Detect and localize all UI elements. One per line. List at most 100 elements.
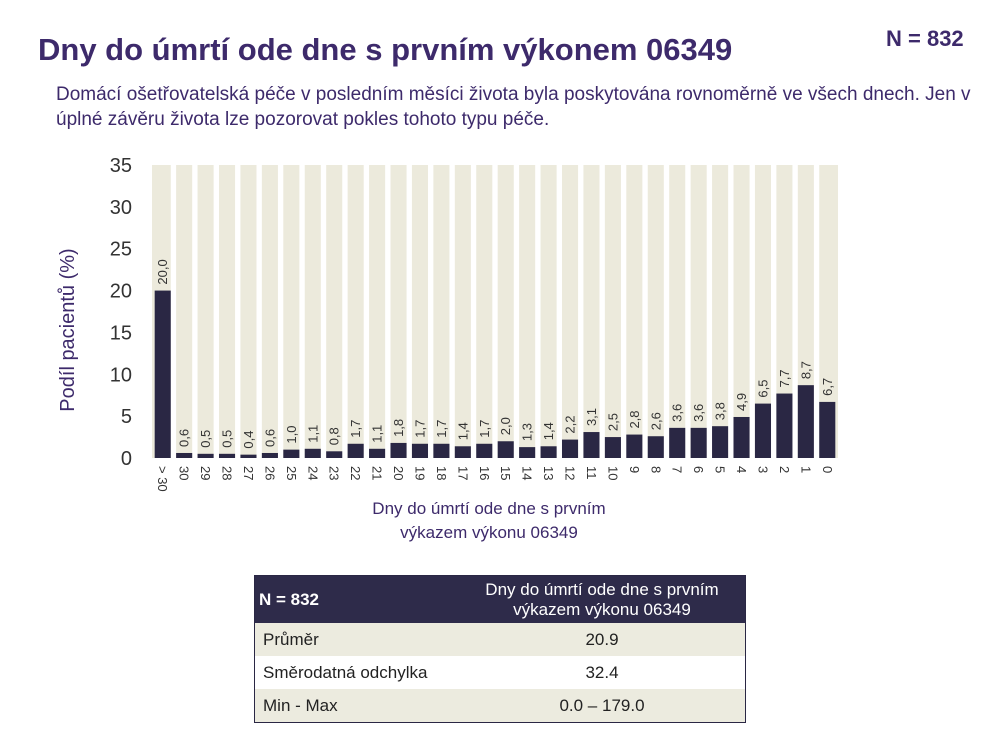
bar-value-label: 0,8 xyxy=(327,427,342,445)
x-axis-label-line2: výkazem výkonu 06349 xyxy=(400,523,578,542)
summary-table: N = 832 Dny do úmrtí ode dne s prvním vý… xyxy=(254,575,746,723)
x-tick-label: 3 xyxy=(755,466,770,473)
bar-value-label: 0,6 xyxy=(262,429,277,447)
bar xyxy=(754,403,772,458)
y-tick-label: 10 xyxy=(110,364,132,386)
x-tick-label: 14 xyxy=(520,466,535,480)
bar xyxy=(797,385,814,458)
x-tick-label: 16 xyxy=(477,466,492,480)
x-tick-label: 21 xyxy=(370,466,385,480)
bar xyxy=(304,448,321,458)
bar xyxy=(604,437,621,458)
x-tick-label: 19 xyxy=(412,466,427,480)
bar-value-label: 8,7 xyxy=(798,361,813,379)
bar-value-label: 2,0 xyxy=(498,417,513,435)
page-title: Dny do úmrtí ode dne s prvním výkonem 06… xyxy=(38,32,733,67)
bar xyxy=(561,439,579,458)
bar xyxy=(369,448,386,458)
bar-value-label: 1,7 xyxy=(434,420,449,438)
x-tick-label: 23 xyxy=(327,466,342,480)
table-header-row: N = 832 Dny do úmrtí ode dne s prvním vý… xyxy=(254,575,746,623)
table-row: Min - Max 0.0 – 179.0 xyxy=(254,689,746,723)
x-tick-label: 15 xyxy=(498,466,513,480)
bar-value-label: 3,8 xyxy=(713,402,728,420)
bar xyxy=(283,449,300,458)
table-header-metric-line2: výkazem výkonu 06349 xyxy=(513,599,691,619)
y-tick-label: 25 xyxy=(110,239,132,261)
table-row: Směrodatná odchylka 32.4 xyxy=(254,656,746,689)
table-header-n: N = 832 xyxy=(254,575,459,623)
x-tick-label: 2 xyxy=(777,466,792,473)
x-tick-label: 26 xyxy=(262,466,277,480)
x-tick-label: 10 xyxy=(605,466,620,480)
bar xyxy=(454,446,471,458)
bar-value-label: 1,4 xyxy=(455,422,470,440)
table-row-label: Směrodatná odchylka xyxy=(254,656,459,689)
table-row-label: Průměr xyxy=(254,623,459,656)
x-tick-label: 6 xyxy=(691,466,706,473)
bar-value-label: 0,4 xyxy=(241,431,256,449)
bar xyxy=(197,453,214,458)
bar xyxy=(497,441,514,458)
bar-value-label: 6,5 xyxy=(755,380,770,398)
bar xyxy=(819,401,836,458)
y-tick-label: 5 xyxy=(121,406,132,428)
x-tick-label: 12 xyxy=(563,466,578,480)
bar xyxy=(261,452,278,458)
bar-value-label: 0,6 xyxy=(177,429,192,447)
bar xyxy=(626,434,643,458)
bar xyxy=(669,427,686,458)
x-tick-label: 29 xyxy=(198,466,213,480)
sample-size-badge: N = 832 xyxy=(886,26,964,51)
bar xyxy=(154,290,171,458)
x-tick-label: 13 xyxy=(541,466,556,480)
y-tick-label: 30 xyxy=(110,197,132,219)
bar xyxy=(733,416,750,458)
x-tick-label: 24 xyxy=(305,466,320,480)
x-tick-label: 4 xyxy=(734,466,749,473)
bar-value-label: 1,4 xyxy=(541,422,556,440)
bar-value-label: 3,6 xyxy=(670,404,685,422)
bar-value-label: 1,8 xyxy=(391,419,406,437)
bar xyxy=(326,451,343,458)
bar xyxy=(411,443,429,458)
x-tick-label: 20 xyxy=(391,466,406,480)
x-tick-label: 5 xyxy=(713,466,728,473)
bar xyxy=(347,443,364,458)
x-tick-label: 11 xyxy=(584,466,599,480)
x-tick-label: 18 xyxy=(434,466,449,480)
bar-value-label: 7,7 xyxy=(777,369,792,387)
x-tick-label: 9 xyxy=(627,466,642,473)
bar xyxy=(712,426,729,458)
bar-value-label: 0,5 xyxy=(198,430,213,448)
y-tick-label: 35 xyxy=(110,155,132,177)
x-tick-label: 30 xyxy=(177,466,192,480)
x-tick-label: 1 xyxy=(798,466,813,473)
bar-value-label: 1,7 xyxy=(477,420,492,438)
bar xyxy=(390,442,407,458)
bar-value-label: 2,6 xyxy=(648,412,663,430)
bar-value-label: 3,6 xyxy=(691,404,706,422)
table-row-label: Min - Max xyxy=(254,689,459,723)
x-tick-label: 28 xyxy=(220,466,235,480)
bar xyxy=(240,454,257,458)
bar-value-label: 3,1 xyxy=(584,408,599,426)
x-tick-label: 0 xyxy=(820,466,835,473)
bar-value-label: 2,2 xyxy=(563,416,578,434)
bar-chart: 20,0 0,6 0,5 0,5 0,4 0,6 1,0 1,1 0,8 1,7 1,1 1,8 1,7… xyxy=(57,155,838,542)
bar xyxy=(519,447,536,458)
x-tick-label: 8 xyxy=(648,466,663,473)
table-header-metric: Dny do úmrtí ode dne s prvním výkazem vý… xyxy=(459,575,746,623)
x-tick-label: 27 xyxy=(241,466,256,480)
bar-value-label: 0,5 xyxy=(220,430,235,448)
x-tick-label: 17 xyxy=(455,466,470,480)
bar-value-label: 1,0 xyxy=(284,426,299,444)
bar xyxy=(476,443,493,458)
bar-value-label: 1,1 xyxy=(305,425,320,443)
x-axis-label-line1: Dny do úmrtí ode dne s prvním xyxy=(372,499,605,518)
x-tick-label: > 30 xyxy=(155,466,170,492)
bar xyxy=(176,452,193,458)
bar-value-label: 6,7 xyxy=(820,378,835,396)
table-row-value: 20.9 xyxy=(459,623,746,656)
y-tick-label: 15 xyxy=(110,322,132,344)
